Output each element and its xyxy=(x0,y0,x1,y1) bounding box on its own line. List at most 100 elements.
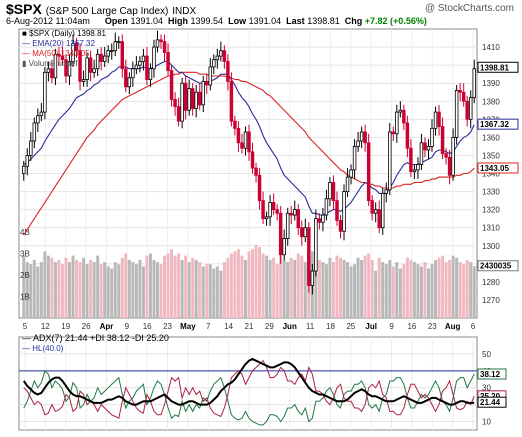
volume-bar xyxy=(205,264,209,318)
index-name: (S&P 500 Large Cap Index) xyxy=(45,6,169,17)
candle-body xyxy=(303,227,308,238)
volume-bar xyxy=(335,255,339,318)
volume-bar xyxy=(198,262,202,318)
volume-bar xyxy=(317,259,321,318)
candle-body xyxy=(22,165,26,174)
candle-body xyxy=(148,68,153,80)
x-tick-label: 9 xyxy=(125,322,130,331)
x-tick-label: Jun xyxy=(283,322,297,331)
volume-bar xyxy=(356,257,360,318)
candle-body xyxy=(278,212,283,256)
volume-bar xyxy=(342,259,346,318)
x-tick-label: 23 xyxy=(163,322,172,331)
volume-bar xyxy=(89,259,93,318)
candle-body xyxy=(99,53,103,62)
volume-bar xyxy=(349,266,353,318)
open-label: Open xyxy=(104,16,128,26)
candle-body xyxy=(95,53,100,70)
candle-body xyxy=(331,182,336,201)
volume-bar xyxy=(131,262,135,318)
volume-bar xyxy=(416,264,420,318)
volume-bar xyxy=(163,255,167,318)
volume-bar xyxy=(409,259,413,318)
candle-body xyxy=(300,227,304,238)
candle-body xyxy=(296,209,301,229)
candle-body xyxy=(472,68,476,99)
volume-bar xyxy=(423,262,427,318)
candle-body xyxy=(194,91,198,109)
price-tick-label: 1410 xyxy=(482,43,500,52)
volume-bar xyxy=(99,264,103,318)
price-tick-label: 1310 xyxy=(482,224,500,233)
candle-body xyxy=(81,79,86,82)
volume-bar xyxy=(236,249,240,318)
volume-bar xyxy=(451,255,455,318)
price-tick-label: 1280 xyxy=(482,278,500,287)
adx-tick-label: 50 xyxy=(482,350,491,359)
volume-bar xyxy=(177,253,181,318)
volume-bar xyxy=(465,259,469,318)
candle-body xyxy=(43,71,47,113)
volume-bar xyxy=(427,268,430,318)
volume-bar xyxy=(170,249,174,318)
volume-bar xyxy=(261,253,265,318)
volume-bar xyxy=(187,262,191,318)
candle-body xyxy=(215,55,220,61)
candle-body xyxy=(433,111,438,129)
volume-bar xyxy=(272,257,276,318)
volume-bar xyxy=(138,259,142,318)
quote-date: 6-Aug-2012 11:04am xyxy=(6,16,90,26)
volume-bar xyxy=(402,264,406,318)
volume-bar xyxy=(166,253,170,318)
candle-body xyxy=(120,41,125,70)
x-tick-label: 9 xyxy=(389,322,394,331)
volume-tick-label: 1B xyxy=(20,292,30,301)
volume-bar xyxy=(293,259,297,318)
price-tick-label: 1320 xyxy=(482,206,500,215)
x-tick-label: 5 xyxy=(23,322,28,331)
x-tick-label: 11 xyxy=(306,322,315,331)
volume-tick-label: 2B xyxy=(20,271,30,280)
volume-bar xyxy=(254,244,258,318)
x-tick-label: 29 xyxy=(265,322,274,331)
candle-body xyxy=(437,111,441,127)
candle-body xyxy=(176,106,181,122)
candle-body xyxy=(57,53,61,57)
price-tick-label: 1330 xyxy=(482,188,500,197)
candle-body xyxy=(412,169,417,173)
volume-bar xyxy=(22,255,26,318)
candle-body xyxy=(458,90,462,93)
candle-body xyxy=(247,131,251,153)
legend-ma: — MA(50) 1343.05 xyxy=(22,49,90,58)
low-label: Low xyxy=(228,16,247,26)
x-tick-label: Apr xyxy=(100,322,114,331)
volume-bar xyxy=(469,262,473,318)
volume-bar xyxy=(110,268,114,318)
candle-body xyxy=(233,120,237,129)
adx-tick-label: 10 xyxy=(482,418,491,427)
candle-body xyxy=(349,169,353,178)
candle-body xyxy=(39,111,44,117)
candle-body xyxy=(92,68,96,73)
candle-body xyxy=(138,61,142,66)
candle-body xyxy=(356,140,360,147)
candle-body xyxy=(162,41,167,53)
candle-body xyxy=(197,91,202,106)
volume-bar xyxy=(381,262,385,318)
candle-body xyxy=(338,220,343,232)
high-label: High xyxy=(168,16,189,26)
volume-bar xyxy=(370,259,374,318)
x-tick-label: 6 xyxy=(471,322,476,331)
candle-body xyxy=(159,39,163,43)
price-tick-label: 1390 xyxy=(482,79,500,88)
adx-line xyxy=(22,357,475,406)
volume-bar xyxy=(430,264,434,318)
volume-bar xyxy=(331,262,335,318)
volume-bar xyxy=(201,266,205,318)
candle-body xyxy=(173,99,177,108)
adx-title: — ADX(7) 21.44 +DI 38.12 -DI 25.20 xyxy=(22,333,169,343)
volume-bar xyxy=(458,262,462,318)
volume-bar xyxy=(71,255,75,318)
ema-tag: 1367.32 xyxy=(480,120,509,129)
price-tick-label: 1300 xyxy=(482,242,500,251)
